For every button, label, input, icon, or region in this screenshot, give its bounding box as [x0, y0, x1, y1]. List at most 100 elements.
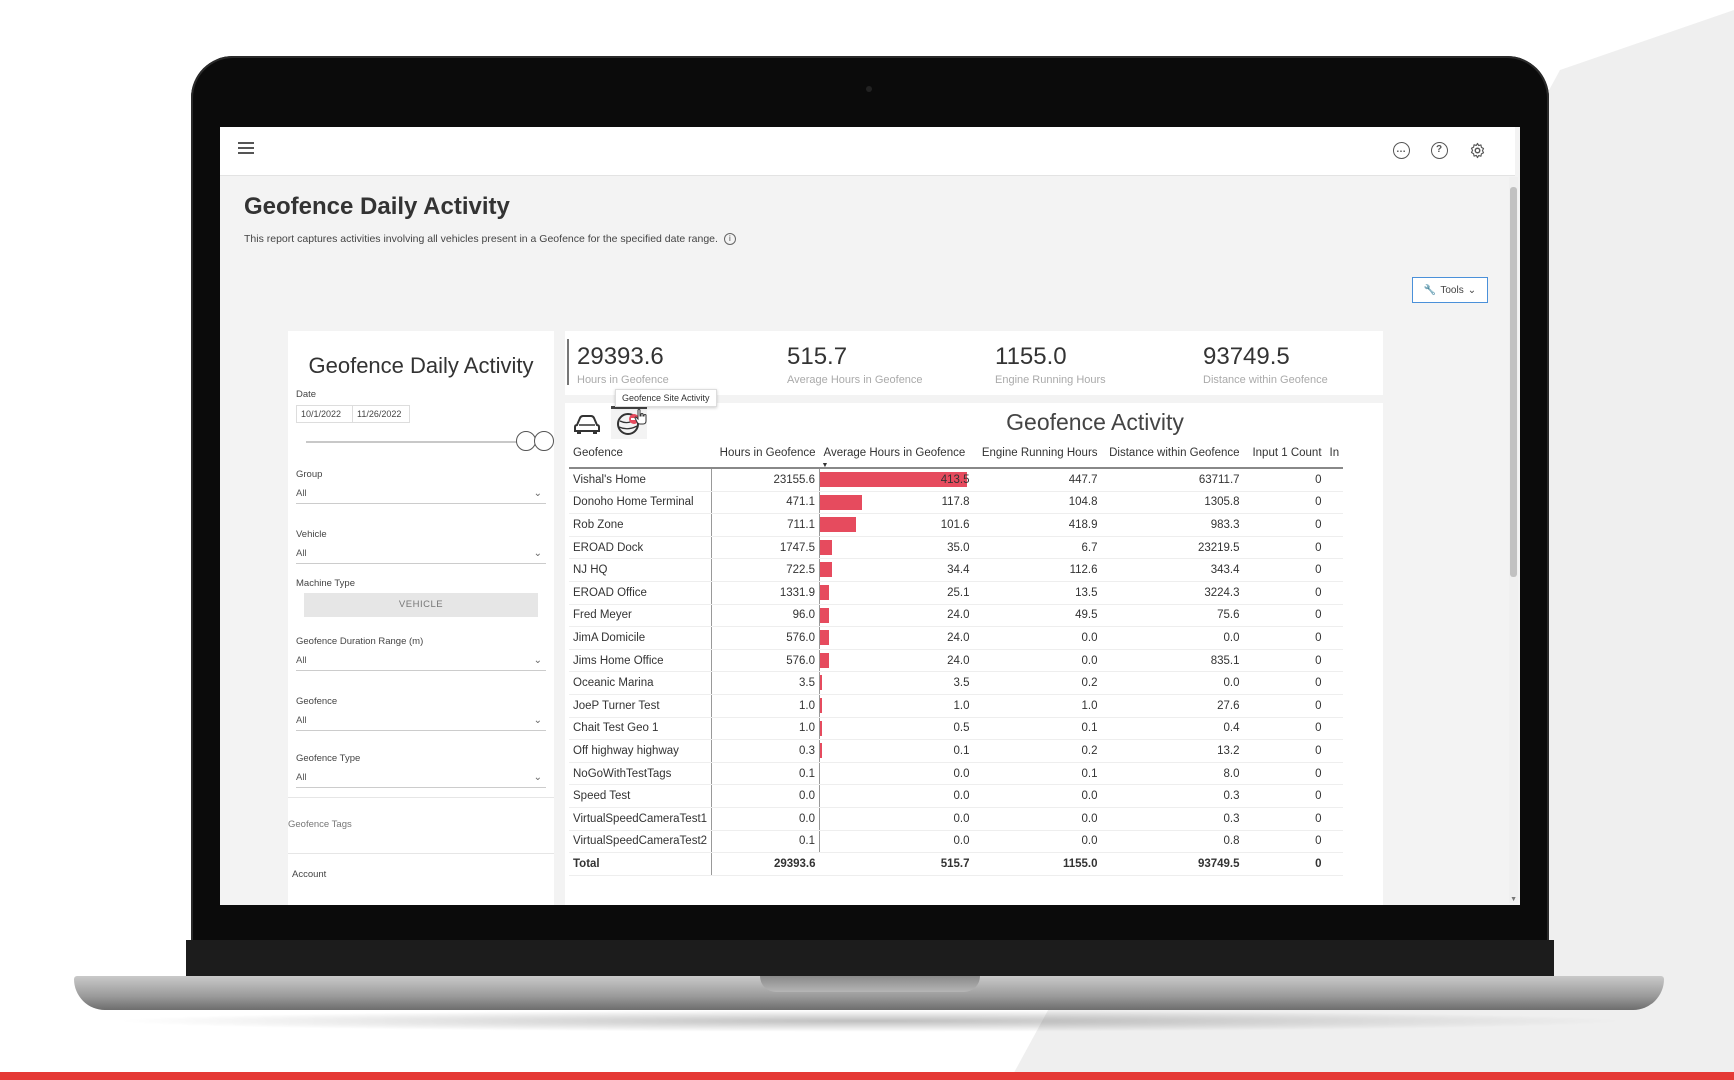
average-hours-cell: 25.1	[819, 581, 974, 605]
geofence-name-cell: VirtualSpeedCameraTest1	[569, 807, 713, 831]
group-dropdown[interactable]: All ⌄	[296, 485, 546, 504]
engine-hours-cell: 0.0	[973, 649, 1102, 673]
geofence-name-cell: Speed Test	[569, 784, 713, 808]
duration-dropdown[interactable]: All ⌄	[296, 652, 546, 671]
vehicle-value: All	[296, 548, 307, 559]
geofence-value: All	[296, 715, 307, 726]
table-row[interactable]: EROAD Dock 1747.5 35.0 6.7 23219.5 0	[569, 536, 1344, 560]
geofence-name-cell: EROAD Office	[569, 581, 713, 605]
table-total-row: Total 29393.6 515.7 1155.0 93749.5 0	[569, 852, 1344, 876]
distance-cell: 63711.7	[1101, 468, 1244, 492]
clipped-cell	[1325, 513, 1344, 537]
table-row[interactable]: Oceanic Marina 3.5 3.5 0.2 0.0 0	[569, 671, 1344, 695]
laptop-notch	[760, 976, 980, 992]
distance-cell: 0.3	[1101, 807, 1244, 831]
geofence-tags-label[interactable]: Geofence Tags	[288, 819, 352, 830]
average-hours-bar	[820, 584, 829, 600]
date-slider-start-handle[interactable]	[516, 431, 536, 451]
average-hours-value: 25.1	[947, 586, 970, 599]
vehicle-view-button[interactable]	[569, 409, 605, 439]
date-start-input[interactable]: 10/1/2022	[296, 405, 354, 423]
table-row[interactable]: Off highway highway 0.3 0.1 0.2 13.2 0	[569, 739, 1344, 763]
average-hours-value: 3.5	[953, 677, 970, 690]
table-row[interactable]: Vishal's Home 23155.6 413.5 447.7 63711.7 0	[569, 468, 1344, 492]
engine-hours-cell: 13.5	[973, 581, 1102, 605]
average-hours-value: 24.0	[947, 654, 970, 667]
clipped-cell	[1325, 581, 1344, 605]
date-slider-track[interactable]	[306, 441, 526, 443]
duration-value: All	[296, 655, 307, 666]
laptop-hinge	[186, 940, 1554, 978]
account-label[interactable]: Account	[292, 869, 327, 880]
kpi-label: Average Hours in Geofence	[787, 374, 923, 386]
table-row[interactable]: EROAD Office 1331.9 25.1 13.5 3224.3 0	[569, 581, 1344, 605]
geofence-name-cell: NJ HQ	[569, 558, 713, 582]
date-label: Date	[296, 389, 317, 400]
table-row[interactable]: VirtualSpeedCameraTest1 0.0 0.0 0.0 0.3 0	[569, 807, 1344, 831]
average-hours-value: 117.8	[941, 496, 970, 509]
hours-cell: 23155.6	[711, 468, 820, 492]
clipped-cell	[1325, 694, 1344, 718]
average-hours-cell: 34.4	[819, 558, 974, 582]
page-title: Geofence Daily Activity	[244, 193, 510, 220]
average-hours-bar	[820, 720, 823, 736]
column-header[interactable]: Average Hours in Geofence ▼	[819, 439, 974, 469]
page-scrollbar[interactable]	[1509, 177, 1518, 903]
table-row[interactable]: Rob Zone 711.1 101.6 418.9 983.3 0	[569, 513, 1344, 537]
chevron-down-icon: ⌄	[1467, 284, 1477, 296]
geofence-name-cell: NoGoWithTestTags	[569, 762, 713, 786]
hand-cursor-icon	[634, 409, 647, 425]
column-header[interactable]: Hours in Geofence	[711, 439, 820, 469]
column-header[interactable]: Engine Running Hours	[973, 439, 1102, 469]
engine-hours-cell: 0.1	[973, 762, 1102, 786]
engine-hours-cell: 0.0	[973, 784, 1102, 808]
chat-icon[interactable]: …	[1391, 140, 1411, 160]
table-row[interactable]: VirtualSpeedCameraTest2 0.1 0.0 0.0 0.8 0	[569, 830, 1344, 854]
kpi-value: 1155.0	[995, 343, 1067, 370]
wrench-icon: 🔧	[1423, 284, 1437, 296]
scrollbar-thumb[interactable]	[1510, 187, 1517, 577]
machine-type-vehicle-button[interactable]: VEHICLE	[304, 593, 538, 617]
distance-cell: 835.1	[1101, 649, 1244, 673]
scroll-down-arrow[interactable]: ▼	[1510, 896, 1517, 903]
table-row[interactable]: JimA Domicile 576.0 24.0 0.0 0.0 0	[569, 626, 1344, 650]
date-slider-end-handle[interactable]	[534, 431, 554, 451]
column-header[interactable]: In	[1325, 439, 1344, 469]
column-header[interactable]: Geofence	[569, 439, 712, 469]
clipped-cell	[1325, 739, 1344, 763]
date-end-input[interactable]: 11/26/2022	[352, 405, 410, 423]
table-row[interactable]: Jims Home Office 576.0 24.0 0.0 835.1 0	[569, 649, 1344, 673]
table-row[interactable]: NoGoWithTestTags 0.1 0.0 0.1 8.0 0	[569, 762, 1344, 786]
settings-icon[interactable]	[1467, 140, 1487, 160]
input1-count-cell: 0	[1243, 830, 1326, 854]
info-icon[interactable]: i	[723, 233, 736, 246]
tools-button[interactable]: 🔧 Tools ⌄	[1412, 277, 1488, 303]
average-hours-value: 24.0	[947, 609, 970, 622]
table-row[interactable]: NJ HQ 722.5 34.4 112.6 343.4 0	[569, 558, 1344, 582]
geofence-name-cell: JoeP Turner Test	[569, 694, 713, 718]
column-header[interactable]: Distance within Geofence	[1101, 439, 1244, 469]
distance-cell: 13.2	[1101, 739, 1244, 763]
table-row[interactable]: Donoho Home Terminal 471.1 117.8 104.8 1305.…	[569, 491, 1344, 515]
average-hours-cell: 0.0	[819, 807, 974, 831]
average-hours-bar	[820, 607, 829, 623]
table-row[interactable]: Speed Test 0.0 0.0 0.0 0.3 0	[569, 784, 1344, 808]
geofence-type-dropdown[interactable]: All ⌄	[296, 769, 546, 788]
table-row[interactable]: Fred Meyer 96.0 24.0 49.5 75.6 0	[569, 604, 1344, 628]
table-row[interactable]: JoeP Turner Test 1.0 1.0 1.0 27.6 0	[569, 694, 1344, 718]
machine-type-label: Machine Type	[296, 578, 355, 589]
average-hours-value: 1.0	[953, 699, 970, 712]
distance-cell: 0.8	[1101, 830, 1244, 854]
average-hours-value: 0.0	[953, 767, 970, 780]
geofence-dropdown[interactable]: All ⌄	[296, 712, 546, 731]
help-icon[interactable]: ?	[1429, 140, 1449, 160]
subtitle-text: This report captures activities involvin…	[244, 233, 718, 245]
distance-cell: 3224.3	[1101, 581, 1244, 605]
hamburger-icon[interactable]	[238, 142, 254, 156]
table-row[interactable]: Chait Test Geo 1 1.0 0.5 0.1 0.4 0	[569, 717, 1344, 741]
filter-divider	[288, 853, 554, 854]
vehicle-dropdown[interactable]: All ⌄	[296, 545, 546, 564]
column-header[interactable]: Input 1 Count	[1243, 439, 1326, 469]
chevron-down-icon: ⌄	[533, 772, 542, 783]
input1-count-cell: 0	[1243, 807, 1326, 831]
